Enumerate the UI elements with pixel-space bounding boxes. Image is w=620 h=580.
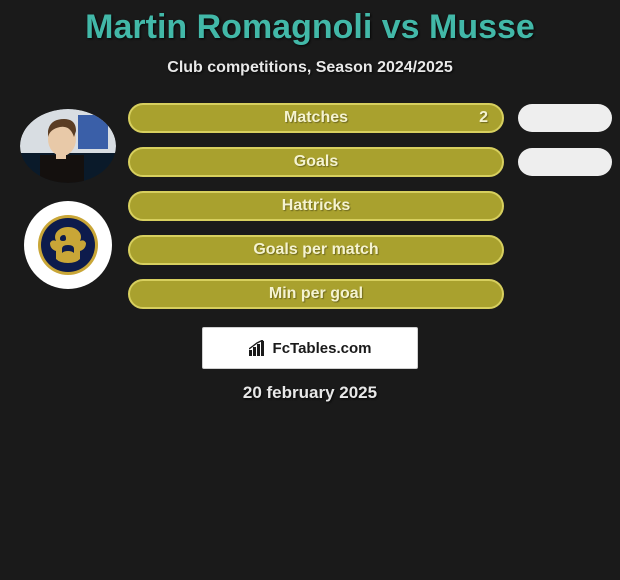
player-avatar — [20, 109, 116, 183]
stat-row-min-per-goal: Min per goal — [128, 279, 612, 309]
stat-pill-spacer — [518, 192, 612, 220]
stat-value: 2 — [479, 109, 488, 127]
stat-label: Min per goal — [269, 285, 363, 303]
stat-row-goals-per-match: Goals per match — [128, 235, 612, 265]
stat-pill-spacer — [518, 236, 612, 264]
stat-row-matches: Matches 2 — [128, 103, 612, 133]
attribution-banner: FcTables.com — [202, 327, 418, 369]
attribution-text: FcTables.com — [273, 340, 372, 357]
stat-bar: Min per goal — [128, 279, 504, 309]
comparison-card: Martin Romagnoli vs Musse Club competiti… — [0, 0, 620, 403]
subtitle: Club competitions, Season 2024/2025 — [0, 59, 620, 77]
stat-label: Hattricks — [282, 197, 350, 215]
content-row: Matches 2 Goals Hattricks — [0, 101, 620, 309]
stat-row-hattricks: Hattricks — [128, 191, 612, 221]
stat-bar: Matches 2 — [128, 103, 504, 133]
stat-bar: Goals per match — [128, 235, 504, 265]
stat-pill — [518, 148, 612, 176]
page-title: Martin Romagnoli vs Musse — [0, 8, 620, 47]
club-badge — [24, 201, 112, 289]
stat-label: Goals per match — [253, 241, 378, 259]
chart-bars-icon — [249, 340, 269, 356]
avatars-column — [8, 101, 128, 289]
stat-pill — [518, 104, 612, 132]
stat-pill-spacer — [518, 280, 612, 308]
stat-bars: Matches 2 Goals Hattricks — [128, 101, 612, 309]
stat-label: Matches — [284, 109, 348, 127]
stat-bar: Hattricks — [128, 191, 504, 221]
stat-label: Goals — [294, 153, 338, 171]
stat-row-goals: Goals — [128, 147, 612, 177]
stat-bar: Goals — [128, 147, 504, 177]
date-text: 20 february 2025 — [0, 383, 620, 403]
